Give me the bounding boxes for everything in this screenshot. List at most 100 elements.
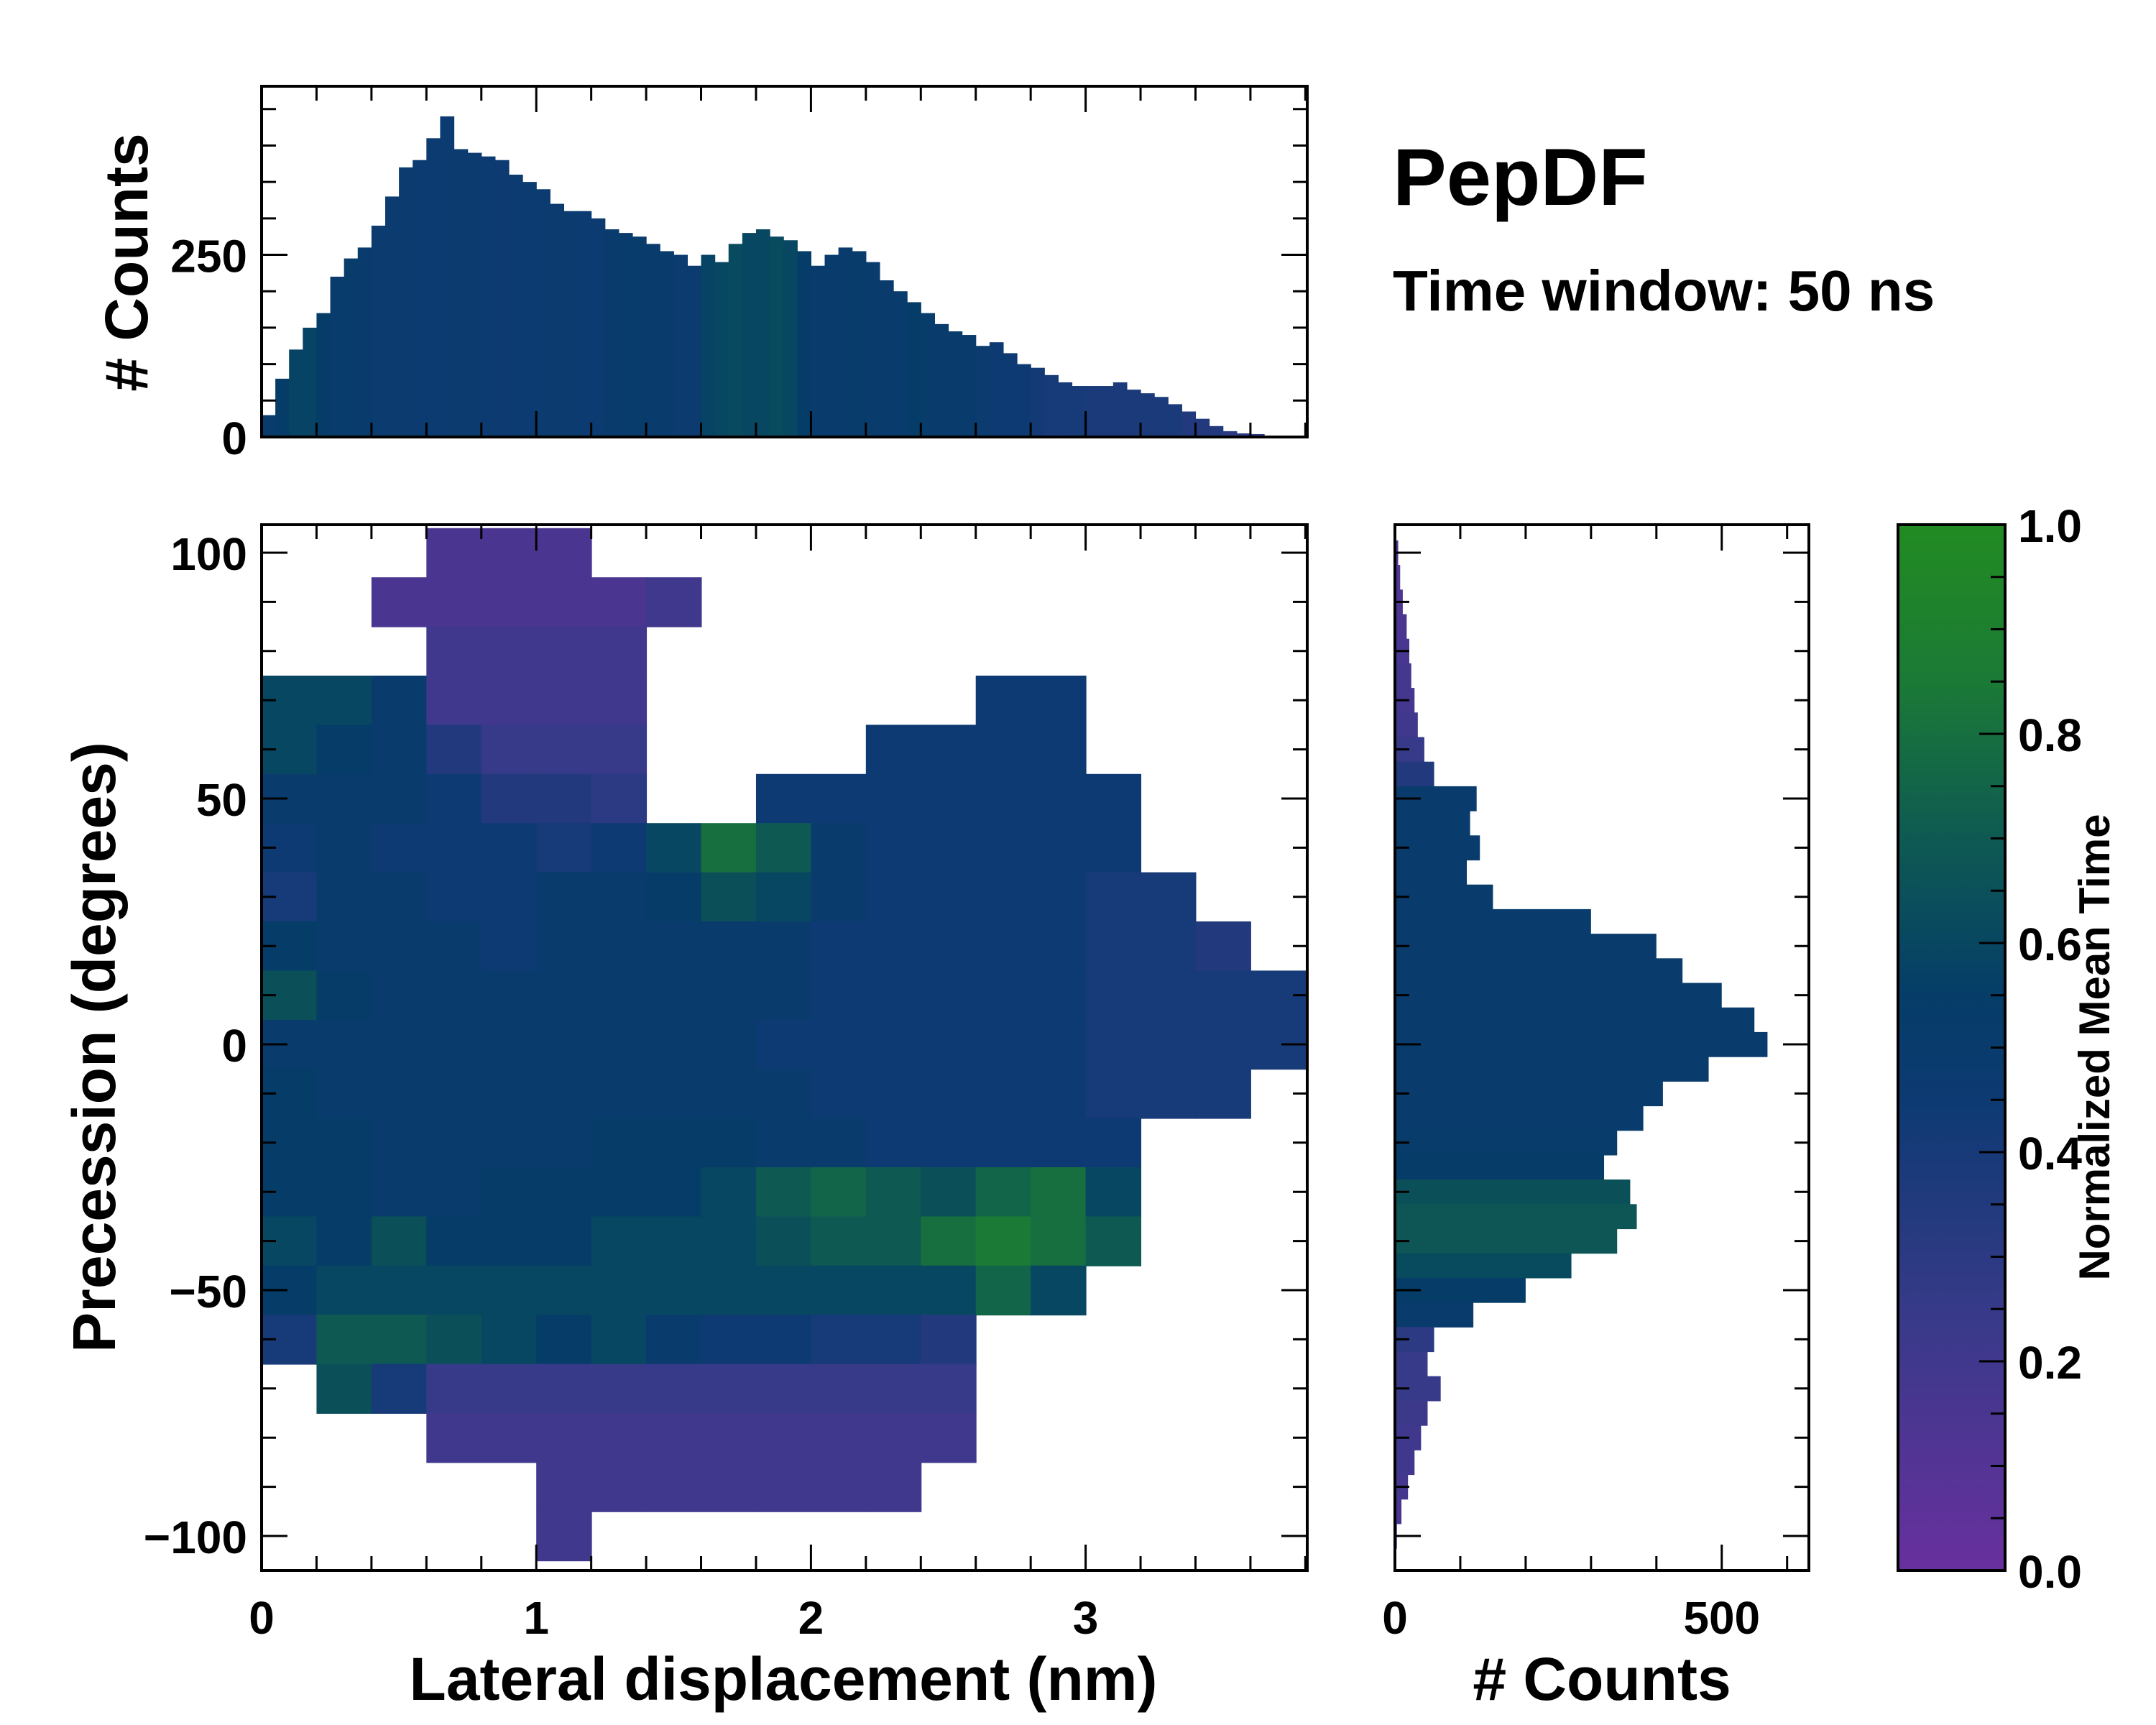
heatmap-cell [701, 1019, 757, 1070]
histogram-bar [1395, 614, 1407, 640]
heatmap-cell [371, 872, 428, 922]
right-histogram: 0 500 [1382, 523, 1810, 1644]
histogram-bar [536, 189, 550, 437]
heatmap-cell [1085, 823, 1142, 873]
histogram-bar [316, 313, 331, 437]
heatmap-cell [591, 626, 648, 676]
histogram-bar [289, 349, 303, 437]
heatmap-cell [975, 1069, 1032, 1119]
heatmap-cell [536, 676, 592, 726]
histogram-bar [1395, 1031, 1768, 1057]
heatmap-cell [755, 1069, 812, 1119]
colorbar-tick-label: 0.8 [2018, 709, 2082, 761]
heatmap-cell [591, 676, 648, 726]
heatmap-cell [865, 1216, 922, 1266]
heatmap-cell [811, 1216, 867, 1266]
histogram-bar [852, 251, 867, 437]
heatmap-cell [701, 970, 757, 1021]
heatmap-cell [371, 1019, 428, 1070]
histogram-bar [646, 244, 660, 437]
heatmap-cell [921, 1216, 977, 1266]
heatmap-cell [316, 1167, 372, 1218]
heatmap-cell [646, 577, 702, 627]
heatmap-cell [701, 872, 757, 922]
heatmap-cell [921, 872, 977, 922]
heatmap-cell [975, 1118, 1032, 1168]
heatmap-cell [865, 1118, 922, 1168]
colorbar-tick-label: 0.0 [2018, 1546, 2082, 1598]
heatmap-cell [921, 773, 977, 824]
heatmap-cell [755, 1265, 812, 1316]
heatmap-cell [316, 1069, 372, 1119]
histogram-bar [563, 211, 579, 437]
heatmap-cell [426, 1315, 482, 1365]
histogram-bar [838, 247, 853, 437]
heatmap-cell [646, 1216, 702, 1266]
heatmap-cell [1141, 872, 1197, 922]
heatmap-cell [646, 1462, 702, 1512]
histogram-bar [1395, 934, 1657, 959]
histogram-bar [797, 251, 811, 437]
heatmap-cell [426, 1118, 482, 1168]
heatmap-cell [755, 1118, 812, 1168]
heatmap-cell [536, 970, 592, 1021]
heatmap-cell [371, 823, 428, 873]
heatmap-cell [481, 1216, 538, 1266]
heatmap-cell [811, 1167, 867, 1218]
heatmap-cell [975, 1216, 1032, 1266]
heatmap-cell [591, 1216, 648, 1266]
heatmap-cell [536, 1118, 592, 1168]
heatmap-cell [755, 872, 812, 922]
main-heatmap: 0 1 2 3 100 50 0 −50 −100 [144, 523, 1309, 1644]
heatmap-cell [921, 1167, 977, 1218]
histogram-bar [522, 182, 537, 437]
heatmap-cell [481, 1265, 538, 1316]
main-ylabel: Precession (degrees) [60, 742, 128, 1353]
heatmap-cell [591, 577, 648, 627]
heatmap-cell [536, 528, 592, 579]
histogram-bar [728, 244, 743, 437]
histogram-bar [467, 152, 482, 438]
histogram-bar [1395, 811, 1470, 836]
colorbar-tick-label: 0.6 [2018, 919, 2082, 970]
histogram-bar [1181, 411, 1197, 437]
heatmap-cell [1085, 1118, 1142, 1168]
heatmap-cell [426, 1019, 482, 1070]
heatmap-cell [1031, 970, 1087, 1021]
heatmap-cell [316, 1019, 372, 1070]
heatmap-cell [591, 1413, 648, 1463]
histogram-bar [1058, 382, 1073, 437]
histogram-bar [1395, 908, 1591, 934]
heatmap-cell [921, 1069, 977, 1119]
heatmap-cell [536, 1315, 592, 1365]
heatmap-cell [536, 724, 592, 775]
heatmap-cell [1085, 1069, 1142, 1119]
heatmap-cell [701, 1265, 757, 1316]
histogram-bar [1395, 958, 1683, 984]
heatmap-cell [1195, 970, 1251, 1021]
histogram-bar [632, 236, 647, 437]
heatmap-cell [975, 970, 1032, 1021]
heatmap-cell [481, 1167, 538, 1218]
heatmap-cell [865, 823, 922, 873]
heatmap-cell [481, 577, 538, 627]
heatmap-cell [646, 1265, 702, 1316]
heatmap-cell [371, 676, 428, 726]
histogram-bar [1395, 1351, 1428, 1377]
histogram-bar [1395, 1057, 1709, 1082]
heatmap-cell [755, 1462, 812, 1512]
histogram-bar [413, 160, 427, 437]
histogram-bar [1112, 382, 1128, 437]
heatmap-cell [975, 773, 1032, 824]
heatmap-cell [371, 724, 428, 775]
heatmap-cell [811, 823, 867, 873]
heatmap-cell [481, 1069, 538, 1119]
heatmap-cell [865, 1167, 922, 1218]
heatmap-cell [646, 921, 702, 972]
heatmap-cell [1031, 1118, 1087, 1168]
top-histogram: 0 250 [170, 85, 1309, 464]
heatmap-cell [811, 1315, 867, 1365]
histogram-bar [865, 262, 880, 437]
histogram-bar [1395, 1081, 1663, 1107]
heatmap-cell [426, 970, 482, 1021]
